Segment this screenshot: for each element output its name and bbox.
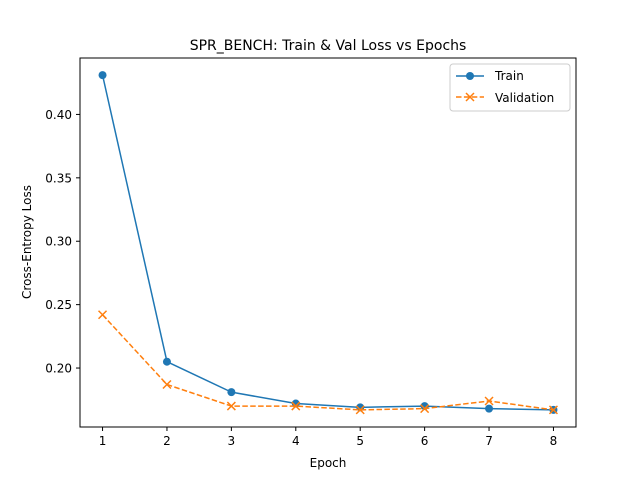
legend-entry-validation: Validation xyxy=(456,91,554,105)
x-tick-label: 3 xyxy=(228,434,236,448)
x-tick-label: 4 xyxy=(292,434,300,448)
legend-validation-label: Validation xyxy=(495,91,554,105)
data-point-validation xyxy=(291,401,301,411)
data-point-validation xyxy=(98,310,108,320)
data-point-validation xyxy=(484,396,494,406)
x-tick-label: 8 xyxy=(550,434,558,448)
x-tick-label: 7 xyxy=(485,434,493,448)
plot-frame xyxy=(79,57,577,428)
data-point-validation xyxy=(162,379,172,390)
x-tick-label: 6 xyxy=(421,434,429,448)
data-point-validation xyxy=(355,405,365,415)
y-tick-label: 0.35 xyxy=(45,171,72,185)
legend-train-marker xyxy=(466,72,474,80)
y-axis-ticks: 0.20 0.25 0.30 0.35 0.40 xyxy=(45,108,80,376)
y-tick-label: 0.40 xyxy=(45,108,72,122)
data-point-validation xyxy=(420,404,430,414)
data-point-train xyxy=(98,71,107,80)
series-layer xyxy=(98,71,558,415)
y-axis-label: Cross-Entropy Loss xyxy=(20,185,34,299)
x-tick-label: 1 xyxy=(99,434,107,448)
data-point-train xyxy=(227,388,236,397)
x-tick-label: 2 xyxy=(163,434,171,448)
series-line-train xyxy=(101,74,554,411)
chart-title: SPR_BENCH: Train & Val Loss vs Epochs xyxy=(190,38,467,54)
legend-entry-train: Train xyxy=(456,69,524,83)
legend-validation-marker xyxy=(465,92,475,102)
y-tick-label: 0.20 xyxy=(45,362,72,376)
legend-train-label: Train xyxy=(494,69,524,83)
x-axis-label: Epoch xyxy=(310,456,347,470)
y-tick-label: 0.25 xyxy=(45,298,72,312)
data-point-train xyxy=(162,357,171,366)
x-axis-ticks: 1 2 3 4 5 6 7 8 xyxy=(99,427,558,448)
data-point-train xyxy=(485,404,494,413)
series-line-validation xyxy=(101,314,554,411)
data-point-validation xyxy=(226,401,236,411)
legend: Train Validation xyxy=(449,63,571,112)
y-tick-label: 0.30 xyxy=(45,235,72,249)
x-tick-label: 5 xyxy=(356,434,364,448)
data-point-validation xyxy=(548,405,558,415)
